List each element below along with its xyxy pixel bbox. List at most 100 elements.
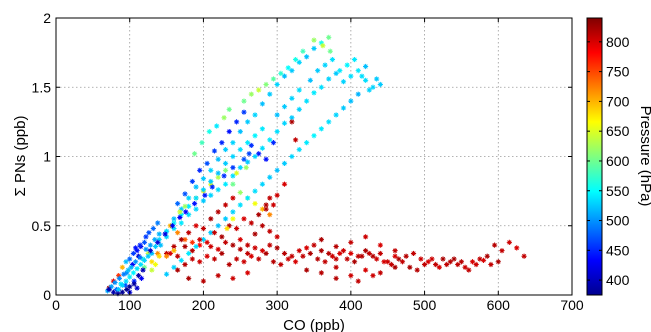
data-point [252,133,258,139]
data-point [363,63,369,70]
data-point [191,151,198,157]
x-tick-label: 200 [192,297,216,313]
data-point [392,248,398,254]
data-point [429,256,435,262]
data-point [237,237,243,243]
data-point [193,195,199,201]
data-point [230,275,236,281]
data-point [143,234,149,240]
data-point [377,242,383,248]
y-tick-label: 0.5 [32,218,52,234]
data-point [234,170,240,176]
colorbar-label: Pressure (hPa) [637,106,651,207]
data-point [252,112,258,118]
data-point [134,285,140,291]
data-point [366,250,372,257]
y-axis-ticks: 0 0.5 1 1.5 2 [32,10,572,303]
data-point [267,91,273,97]
data-point [245,195,251,201]
data-point [209,184,215,190]
data-point [222,202,229,208]
data-point [311,242,317,248]
data-point [278,70,284,76]
data-point [270,76,277,82]
data-point [318,270,324,276]
data-point [252,200,258,207]
data-point [222,181,229,187]
data-point [186,230,192,236]
data-point [182,203,188,209]
data-point [377,81,383,88]
data-point [274,81,280,88]
data-point [458,259,465,265]
data-point [143,246,149,252]
data-point [141,239,148,245]
data-point [252,188,258,194]
data-point [193,206,199,212]
data-point [215,246,221,252]
data-point [162,231,168,237]
data-point [256,87,262,93]
data-point [221,173,227,179]
data-point [200,225,207,232]
data-point [444,261,450,268]
data-point [318,248,324,254]
data-point [425,259,431,265]
data-point [119,264,125,270]
data-point [248,91,254,97]
data-point [245,250,251,257]
data-point [234,119,240,125]
data-point [270,140,277,146]
data-point [281,73,288,79]
data-point [333,243,339,250]
data-point [241,216,247,222]
data-point [204,239,210,245]
data-point [289,253,295,259]
data-point [252,245,258,251]
data-point [274,128,280,135]
data-point [208,167,214,173]
data-point [131,281,137,287]
data-point [171,248,177,254]
data-point [178,220,184,226]
data-point [344,62,350,68]
data-point [206,128,212,135]
data-point [175,230,181,236]
data-point [318,84,324,90]
data-point [274,192,280,198]
data-point [127,284,133,290]
data-point [193,243,199,250]
data-point [245,242,251,248]
data-point [469,259,476,265]
data-point [329,56,336,63]
data-point [145,253,151,259]
data-point [256,151,262,157]
colorbar-tick-label: 600 [606,153,630,169]
data-point [122,282,128,288]
data-point [197,237,203,243]
data-point [226,223,232,229]
data-point [370,253,376,259]
data-point [222,146,229,153]
data-point [178,206,184,212]
data-point [124,270,130,276]
data-point [521,253,527,259]
data-point [141,264,148,270]
data-point [200,176,207,182]
data-point [473,261,479,268]
plot-area [56,18,572,295]
data-point [182,243,188,250]
data-point [208,243,214,250]
data-point [300,253,306,259]
data-point [311,37,317,43]
data-point [488,261,494,268]
data-point [296,146,302,153]
data-point [355,91,361,97]
data-point [292,259,299,265]
colorbar-tick-label: 500 [606,213,630,229]
x-axis-label: CO (ppb) [283,317,345,332]
data-point [329,253,336,259]
colorbar-tick-label: 400 [606,272,630,288]
data-point [230,216,236,222]
data-point [189,239,195,245]
